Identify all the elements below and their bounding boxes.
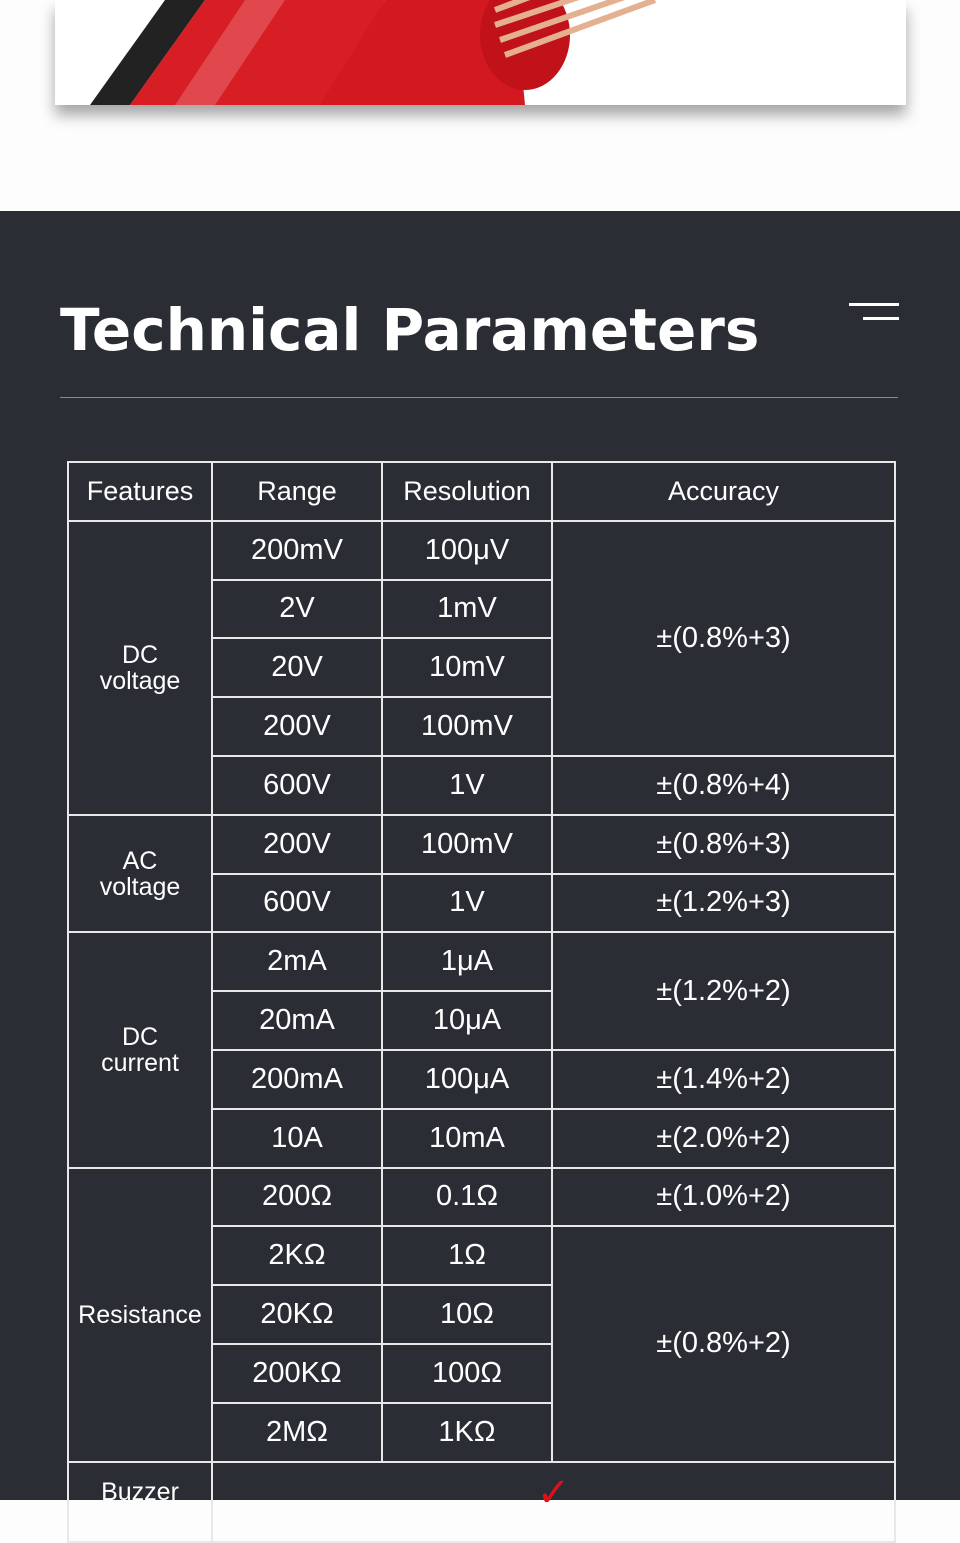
resolution-cell: 0.1Ω — [381, 1166, 553, 1228]
range-cell: 200V — [211, 813, 383, 875]
header-cell: Resolution — [381, 461, 553, 522]
accuracy-cell: ±(1.2%+3) — [551, 872, 896, 934]
accuracy-cell: ±(0.8%+2) — [551, 1225, 896, 1463]
table-row: DC voltage 200mV 100μV ±(0.8%+3) — [67, 519, 896, 816]
accuracy-cell: ±(1.4%+2) — [551, 1048, 896, 1110]
buzzer-row: Buzzer ✓ — [67, 1460, 896, 1543]
table-row: 200KΩ 100Ω — [68, 1342, 895, 1404]
table-row: 2MΩ 1KΩ — [68, 1401, 895, 1463]
title-divider — [60, 397, 898, 398]
resolution-cell: 100Ω — [381, 1342, 553, 1404]
feature-cell: DC voltage — [67, 519, 213, 816]
resolution-cell: 1μA — [381, 931, 553, 993]
accuracy-cell: ±(0.8%+3) — [551, 519, 896, 757]
range-cell: 2MΩ — [211, 1401, 383, 1463]
header-cell: Accuracy — [551, 461, 896, 522]
table-row: AC voltage 200V 100mV ±(0.8%+3) — [67, 813, 896, 934]
parameters-table: Features Range Resolution Accuracy DC vol… — [67, 461, 896, 1543]
table-row: 20KΩ 10Ω — [68, 1284, 895, 1345]
header-cell: Range — [211, 461, 383, 522]
range-cell: 200KΩ — [211, 1342, 383, 1404]
range-cell: 200V — [211, 696, 383, 757]
table-row: 20mA 10μA — [68, 990, 895, 1051]
range-cell: 20V — [211, 637, 383, 699]
table-row: DC current 2mA 1μA ±(1.2%+2) — [67, 931, 896, 1169]
table-row: 10A 10mA ±(2.0%+2) — [68, 1107, 896, 1169]
range-cell: 10A — [211, 1107, 383, 1169]
table-row: Resistance 200Ω 0.1Ω ±(1.0%+2) — [67, 1166, 896, 1463]
accuracy-cell: ±(2.0%+2) — [551, 1107, 896, 1169]
resolution-cell: 100mV — [381, 696, 553, 757]
accuracy-cell: ±(1.0%+2) — [551, 1166, 896, 1228]
feature-cell: Resistance — [67, 1166, 213, 1463]
resolution-cell: 100μA — [381, 1048, 553, 1110]
range-cell: 600V — [211, 754, 383, 816]
table-row: 2V 1mV — [68, 578, 895, 640]
resolution-cell: 100μV — [381, 519, 553, 581]
resolution-cell: 1V — [381, 754, 553, 816]
resolution-cell: 10mA — [381, 1107, 553, 1169]
accuracy-cell: ±(0.8%+3) — [551, 813, 896, 875]
resolution-cell: 1V — [381, 872, 553, 934]
resolution-cell: 1Ω — [381, 1225, 553, 1287]
range-cell: 200mA — [211, 1048, 383, 1110]
table-row: 200mA 100μA ±(1.4%+2) — [68, 1048, 896, 1110]
accuracy-cell: ±(1.2%+2) — [551, 931, 896, 1051]
buzzer-check-cell: ✓ — [211, 1460, 896, 1543]
range-cell: 600V — [211, 872, 383, 934]
resolution-cell: 10mV — [381, 637, 553, 699]
resolution-cell: 1KΩ — [381, 1401, 553, 1463]
header-cell: Features — [67, 461, 213, 522]
table-row: 20V 10mV — [68, 637, 895, 699]
feature-cell: Buzzer — [67, 1460, 213, 1543]
range-cell: 2mA — [211, 931, 383, 993]
resolution-cell: 10μA — [381, 990, 553, 1051]
table-row: 2KΩ 1Ω ±(0.8%+2) — [68, 1225, 896, 1463]
table-row: 200V 100mV — [68, 696, 895, 757]
table-row: 600V 1V ±(1.2%+3) — [68, 872, 896, 934]
feature-cell: AC voltage — [67, 813, 213, 934]
feature-cell: DC current — [67, 931, 213, 1169]
checkmark-icon: ✓ — [536, 1470, 571, 1515]
test-lead-wire-image — [55, 0, 906, 105]
range-cell: 2KΩ — [211, 1225, 383, 1287]
range-cell: 20KΩ — [211, 1284, 383, 1345]
range-cell: 2V — [211, 578, 383, 640]
range-cell: 20mA — [211, 990, 383, 1051]
accuracy-cell: ±(0.8%+4) — [551, 754, 896, 816]
resolution-cell: 1mV — [381, 578, 553, 640]
product-image-area — [0, 0, 960, 211]
menu-lines-icon — [849, 303, 899, 323]
resolution-cell: 100mV — [381, 813, 553, 875]
table-row: 600V 1V ±(0.8%+4) — [68, 754, 896, 816]
range-cell: 200mV — [211, 519, 383, 581]
section-title: Technical Parameters — [60, 296, 760, 364]
header-row: Features Range Resolution Accuracy — [67, 461, 896, 522]
range-cell: 200Ω — [211, 1166, 383, 1228]
resolution-cell: 10Ω — [381, 1284, 553, 1345]
